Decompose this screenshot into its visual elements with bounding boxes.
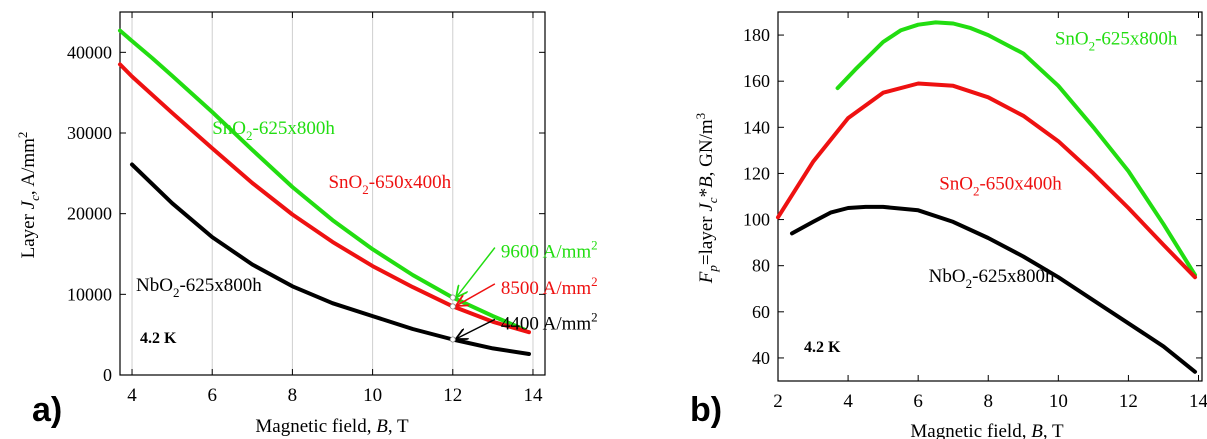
panel-label-a: a) bbox=[32, 391, 62, 429]
y-tick-label: 80 bbox=[752, 256, 770, 276]
y-tick-label: 100 bbox=[743, 210, 770, 230]
x-tick-label: 10 bbox=[1049, 391, 1068, 412]
y-tick-label: 60 bbox=[752, 302, 770, 322]
series-group-b bbox=[776, 20, 1197, 374]
annotation-label: 9600 A/mm2 bbox=[501, 238, 598, 263]
grid-lines-a bbox=[131, 12, 534, 375]
series-line-nbo2-625x800h bbox=[130, 162, 531, 356]
x-tick-label: 10 bbox=[363, 385, 382, 406]
series-label: SnO2-625x800h bbox=[1055, 28, 1178, 53]
series-line-sno2-650x400h bbox=[776, 81, 1197, 280]
x-tick-label: 2 bbox=[773, 391, 783, 412]
y-tick-label: 0 bbox=[103, 365, 112, 385]
y-tick-label: 10000 bbox=[67, 284, 112, 304]
annotation-label: 8500 A/mm2 bbox=[501, 274, 598, 299]
x-axis-label-b: Magnetic field, B, T bbox=[910, 421, 1064, 439]
annotation-point bbox=[449, 294, 456, 301]
panel-label-b: b) bbox=[690, 391, 722, 429]
series-label: SnO2-625x800h bbox=[212, 118, 335, 143]
x-tick-label: 12 bbox=[1119, 391, 1138, 412]
x-tick-label: 12 bbox=[443, 385, 462, 406]
plot-frame-a bbox=[119, 11, 546, 376]
x-tick-label: 4 bbox=[127, 385, 137, 406]
x-tick-label: 14 bbox=[1189, 391, 1207, 412]
y-tick-label: 160 bbox=[743, 71, 770, 91]
y-axis-label-b: Fp=layer Jc*B, GN/m3 bbox=[693, 113, 720, 284]
series-label: NbO2-625x800h bbox=[136, 275, 262, 300]
y-tick-label: 40 bbox=[752, 348, 770, 368]
x-tick-label: 4 bbox=[843, 391, 853, 412]
x-axis-label-a: Magnetic field, B, T bbox=[255, 416, 409, 437]
series-labels-b: SnO2-625x800h SnO2-650x400h NbO2-625x800h bbox=[929, 28, 1178, 291]
annotations-a: 9600 A/mm2 8500 A/mm2 4400 A/mm2 bbox=[449, 238, 598, 343]
y-tick-label: 20000 bbox=[67, 204, 112, 224]
y-tick-label: 180 bbox=[743, 25, 770, 45]
annotation-arrow bbox=[457, 283, 496, 306]
x-tick-label: 6 bbox=[913, 391, 923, 412]
ticks-b: 2 4 6 8 10 12 14 40 60 80 100 120 140 160 180 bbox=[743, 12, 1207, 412]
annotation-point bbox=[449, 303, 456, 310]
annotation-arrow bbox=[457, 247, 496, 297]
plot-frame-b bbox=[777, 11, 1203, 382]
y-tick-label: 40000 bbox=[67, 42, 112, 62]
series-line-sno2-625x800h bbox=[835, 20, 1197, 277]
ticks-a: 4 6 8 10 12 14 0 10000 20000 30000 40000 bbox=[67, 12, 545, 406]
x-tick-label: 6 bbox=[207, 385, 217, 406]
series-line-sno2-650x400h bbox=[118, 62, 531, 335]
annotation-arrow bbox=[457, 318, 496, 338]
annotation-label: 4400 A/mm2 bbox=[501, 309, 598, 334]
x-tick-label: 8 bbox=[288, 385, 298, 406]
series-group-a bbox=[118, 28, 531, 356]
chart-panel-b: 2 4 6 8 10 12 14 40 60 80 100 120 140 160 180 SnO2-625… bbox=[690, 11, 1207, 439]
series-label: SnO2-650x400h bbox=[328, 172, 451, 197]
temperature-label-b: 4.2 K bbox=[804, 339, 841, 356]
chart-panel-a: 4 6 8 10 12 14 0 10000 20000 30000 40000 SnO2-625x… bbox=[15, 11, 598, 437]
y-axis-label-a: Layer Jc, A/mm2 bbox=[15, 132, 42, 259]
series-labels-a: SnO2-625x800h SnO2-650x400h NbO2-625x800h bbox=[136, 118, 452, 300]
temperature-label-a: 4.2 K bbox=[140, 330, 177, 347]
y-tick-label: 120 bbox=[743, 163, 770, 183]
y-tick-label: 140 bbox=[743, 117, 770, 137]
series-label: SnO2-650x400h bbox=[939, 174, 1062, 199]
x-tick-label: 8 bbox=[983, 391, 993, 412]
series-line-nbo2-625x800h bbox=[790, 204, 1197, 374]
y-tick-label: 30000 bbox=[67, 123, 112, 143]
series-label: NbO2-625x800h bbox=[929, 266, 1055, 291]
annotation-point bbox=[449, 336, 456, 343]
x-tick-label: 14 bbox=[523, 385, 543, 406]
